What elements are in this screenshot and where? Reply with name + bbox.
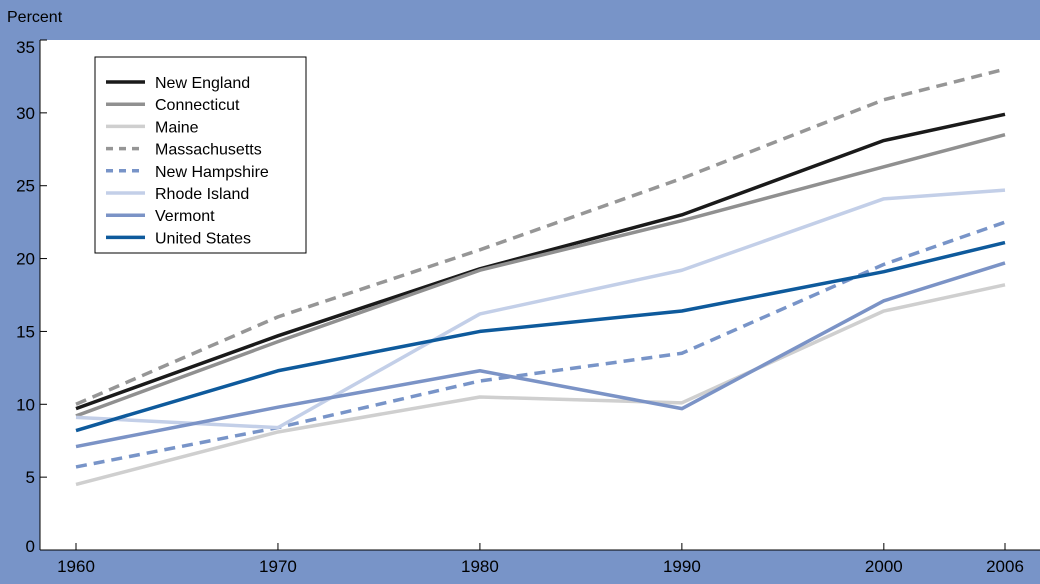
legend-label-connecticut: Connecticut [155,97,240,114]
legend-label-maine: Maine [155,119,199,136]
x-tick-label-1970: 1970 [259,557,297,576]
y-tick-label-15: 15 [16,322,35,341]
axes: 0 5 10 15 20 25 30 35 1960 1970 1980 1990 2000 2006 [16,38,1040,576]
legend-label-rhode-island: Rhode Island [155,186,249,203]
y-tick-label-35: 35 [16,38,35,57]
y-tick-label-30: 30 [16,104,35,123]
legend-label-new-england: New England [155,75,250,92]
series-line-new-hampshire [75,220,1006,469]
y-axis-label: Percent [7,9,63,26]
series-line-new-england [75,112,1006,411]
x-tick-label-1960: 1960 [57,557,95,576]
legend-box [94,56,307,254]
y-tick-label-5: 5 [26,468,35,487]
legend-label-vermont: Vermont [155,208,215,225]
series-line-rhode-island [75,188,1006,430]
series-line-massachusetts [75,67,1006,406]
y-tick-label-20: 20 [16,250,35,269]
x-tick-label-2000: 2000 [865,557,903,576]
series-line-connecticut [75,133,1006,418]
x-tick-label-1990: 1990 [663,557,701,576]
x-tick-label-1980: 1980 [461,557,499,576]
x-tick-label-2006: 2006 [986,557,1024,576]
legend-label-united-states: United States [155,230,251,247]
series-line-vermont [75,261,1006,449]
legend-label-new-hampshire: New Hampshire [155,164,269,181]
y-tick-label-10: 10 [16,395,35,414]
legend-label-massachusetts: Massachusetts [155,142,262,159]
y-tick-label-25: 25 [16,177,35,196]
y-tick-label-0: 0 [26,537,35,556]
series-line-united-states [75,240,1006,433]
legend: New England Connecticut Maine Massachusetts… [94,56,307,254]
series-line-maine [75,283,1006,487]
series-lines [75,67,1006,487]
